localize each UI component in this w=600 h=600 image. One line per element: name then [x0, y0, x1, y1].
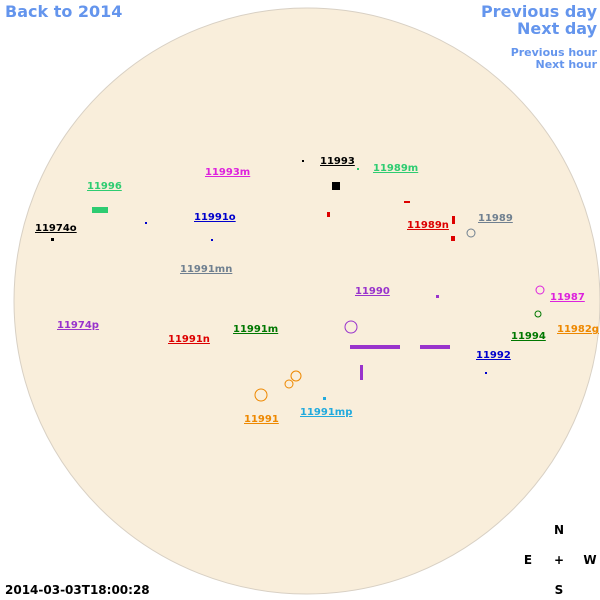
- spot: [436, 295, 439, 298]
- region-label[interactable]: 11974o: [35, 223, 77, 234]
- region-label[interactable]: 11989n: [407, 220, 449, 231]
- spot: [92, 207, 108, 213]
- region-label[interactable]: 11992: [476, 350, 511, 361]
- region-label[interactable]: 11991mp: [300, 407, 352, 418]
- spot: [466, 228, 476, 238]
- region-label[interactable]: 11991o: [194, 212, 236, 223]
- region-label[interactable]: 11990: [355, 286, 390, 297]
- spot: [254, 388, 268, 402]
- spot: [534, 310, 542, 318]
- spot: [344, 320, 358, 334]
- spot: [323, 397, 326, 400]
- region-label[interactable]: 11991m: [233, 324, 278, 335]
- spot: [290, 370, 302, 382]
- region-label[interactable]: 11991n: [168, 334, 210, 345]
- spot: [350, 345, 400, 349]
- spot: [302, 160, 304, 162]
- back-link[interactable]: Back to 2014: [5, 2, 122, 21]
- solar-disk: [13, 7, 600, 595]
- spot: [452, 216, 455, 224]
- spot: [420, 345, 450, 349]
- next-day-link[interactable]: Next day: [517, 19, 598, 38]
- spot: [145, 222, 147, 224]
- spot: [360, 365, 363, 380]
- region-label[interactable]: 11991mn: [180, 264, 232, 275]
- region-label[interactable]: 11994: [511, 331, 546, 342]
- spot: [284, 379, 294, 389]
- compass-west: W: [583, 553, 596, 567]
- region-label[interactable]: 11987: [550, 292, 585, 303]
- spot: [451, 236, 455, 241]
- spot: [535, 285, 545, 295]
- compass-center: +: [554, 553, 564, 567]
- region-label[interactable]: 11982g: [557, 324, 599, 335]
- region-label[interactable]: 11991: [244, 414, 279, 425]
- spot: [211, 239, 213, 241]
- spots: [51, 160, 545, 402]
- spot: [332, 182, 340, 190]
- region-label[interactable]: 11996: [87, 181, 122, 192]
- spot: [404, 201, 410, 203]
- region-label[interactable]: 11989m: [373, 163, 418, 174]
- compass-north: N: [554, 523, 564, 537]
- region-label[interactable]: 11993: [320, 156, 355, 167]
- spot: [485, 372, 487, 374]
- spot: [327, 212, 330, 217]
- region-label[interactable]: 11974p: [57, 320, 99, 331]
- previous-hour-link[interactable]: Previous hour: [511, 46, 598, 59]
- compass-east: E: [524, 553, 532, 567]
- spot: [51, 238, 54, 241]
- region-label[interactable]: 11993m: [205, 167, 250, 178]
- spot: [357, 168, 359, 170]
- compass-south: S: [555, 583, 564, 597]
- timestamp: 2014-03-03T18:00:28: [5, 583, 150, 597]
- next-hour-link[interactable]: Next hour: [536, 58, 598, 71]
- previous-day-link[interactable]: Previous day: [481, 2, 598, 21]
- region-label[interactable]: 11989: [478, 213, 513, 224]
